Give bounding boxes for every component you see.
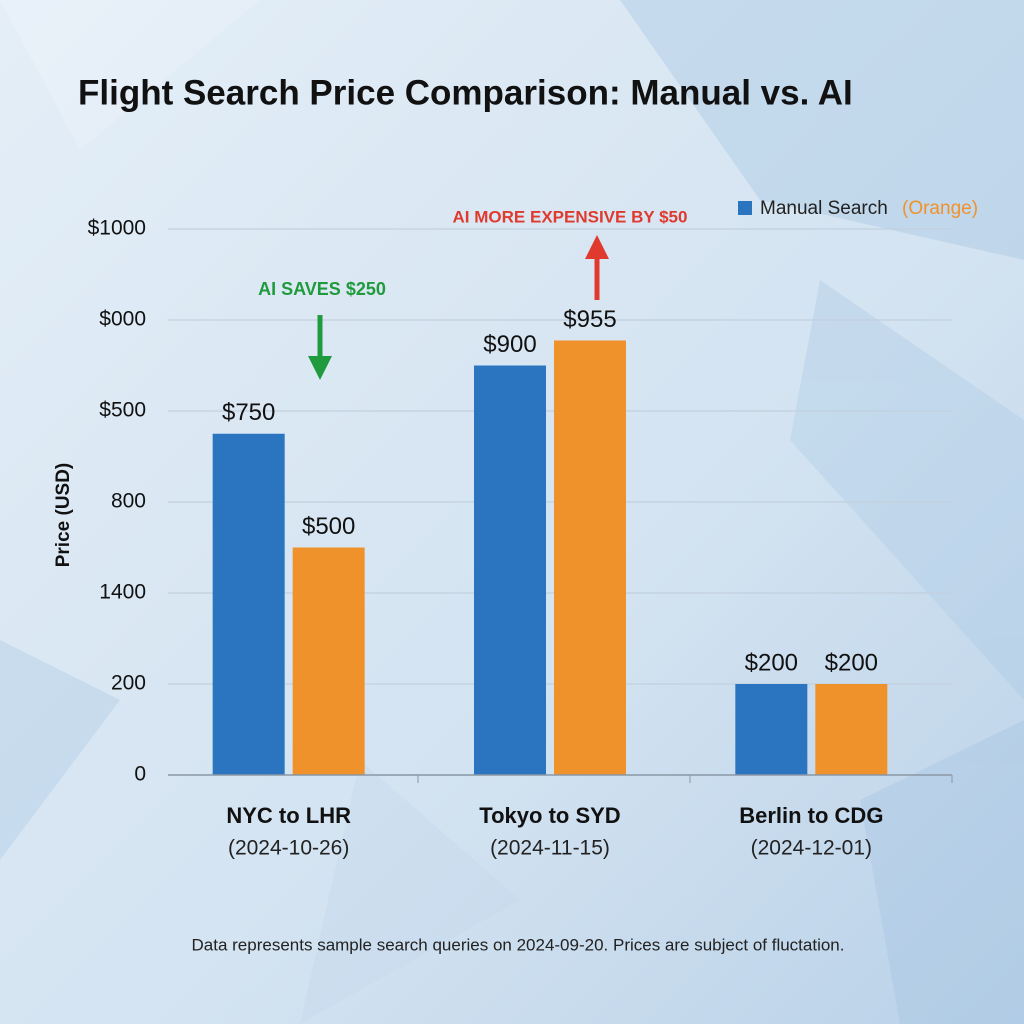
legend-swatch [738, 201, 752, 215]
bar [292, 547, 365, 775]
x-tick-sublabel: (2024-11-15) [490, 837, 610, 860]
bar [815, 684, 888, 775]
data-label: $200 [745, 649, 798, 676]
data-label: $500 [302, 513, 355, 540]
annotation-arrow [585, 235, 609, 300]
annotation-arrow [308, 315, 332, 380]
data-label: $900 [483, 331, 536, 358]
y-tick-label: $000 [99, 308, 146, 331]
data-label: $750 [222, 399, 275, 426]
y-tick-label: $500 [99, 399, 146, 422]
y-tick-label: 200 [111, 672, 146, 695]
y-tick-label: 800 [111, 490, 146, 513]
chart-title: Flight Search Price Comparison: Manual v… [78, 73, 853, 112]
y-tick-label: 0 [134, 763, 146, 786]
bars: $750 $500 $900 $955 $200 $200 [212, 306, 888, 775]
footnote: Data represents sample search queries on… [192, 935, 845, 954]
bar [735, 684, 808, 775]
bar [554, 340, 626, 775]
y-tick-label: 1400 [99, 581, 146, 604]
annotation: AI SAVES $250 [258, 279, 386, 299]
x-tick-sublabel: (2024-12-01) [751, 837, 872, 860]
x-tick-label: NYC to LHR [226, 803, 351, 828]
y-axis-label: Price (USD) [53, 463, 74, 568]
x-tick-label: Tokyo to SYD [479, 803, 620, 828]
data-label: $955 [563, 306, 616, 333]
annotation: AI MORE EXPENSIVE BY $50 [453, 207, 688, 226]
bar [474, 365, 546, 775]
data-label: $200 [825, 649, 878, 676]
x-tick-sublabel: (2024-10-26) [228, 837, 349, 860]
bar [212, 433, 285, 775]
x-tick-label: Berlin to CDG [739, 803, 883, 828]
y-tick-label: $1000 [88, 217, 146, 240]
legend-label: (Orange) [902, 198, 978, 219]
legend-label: Manual Search [760, 198, 888, 219]
